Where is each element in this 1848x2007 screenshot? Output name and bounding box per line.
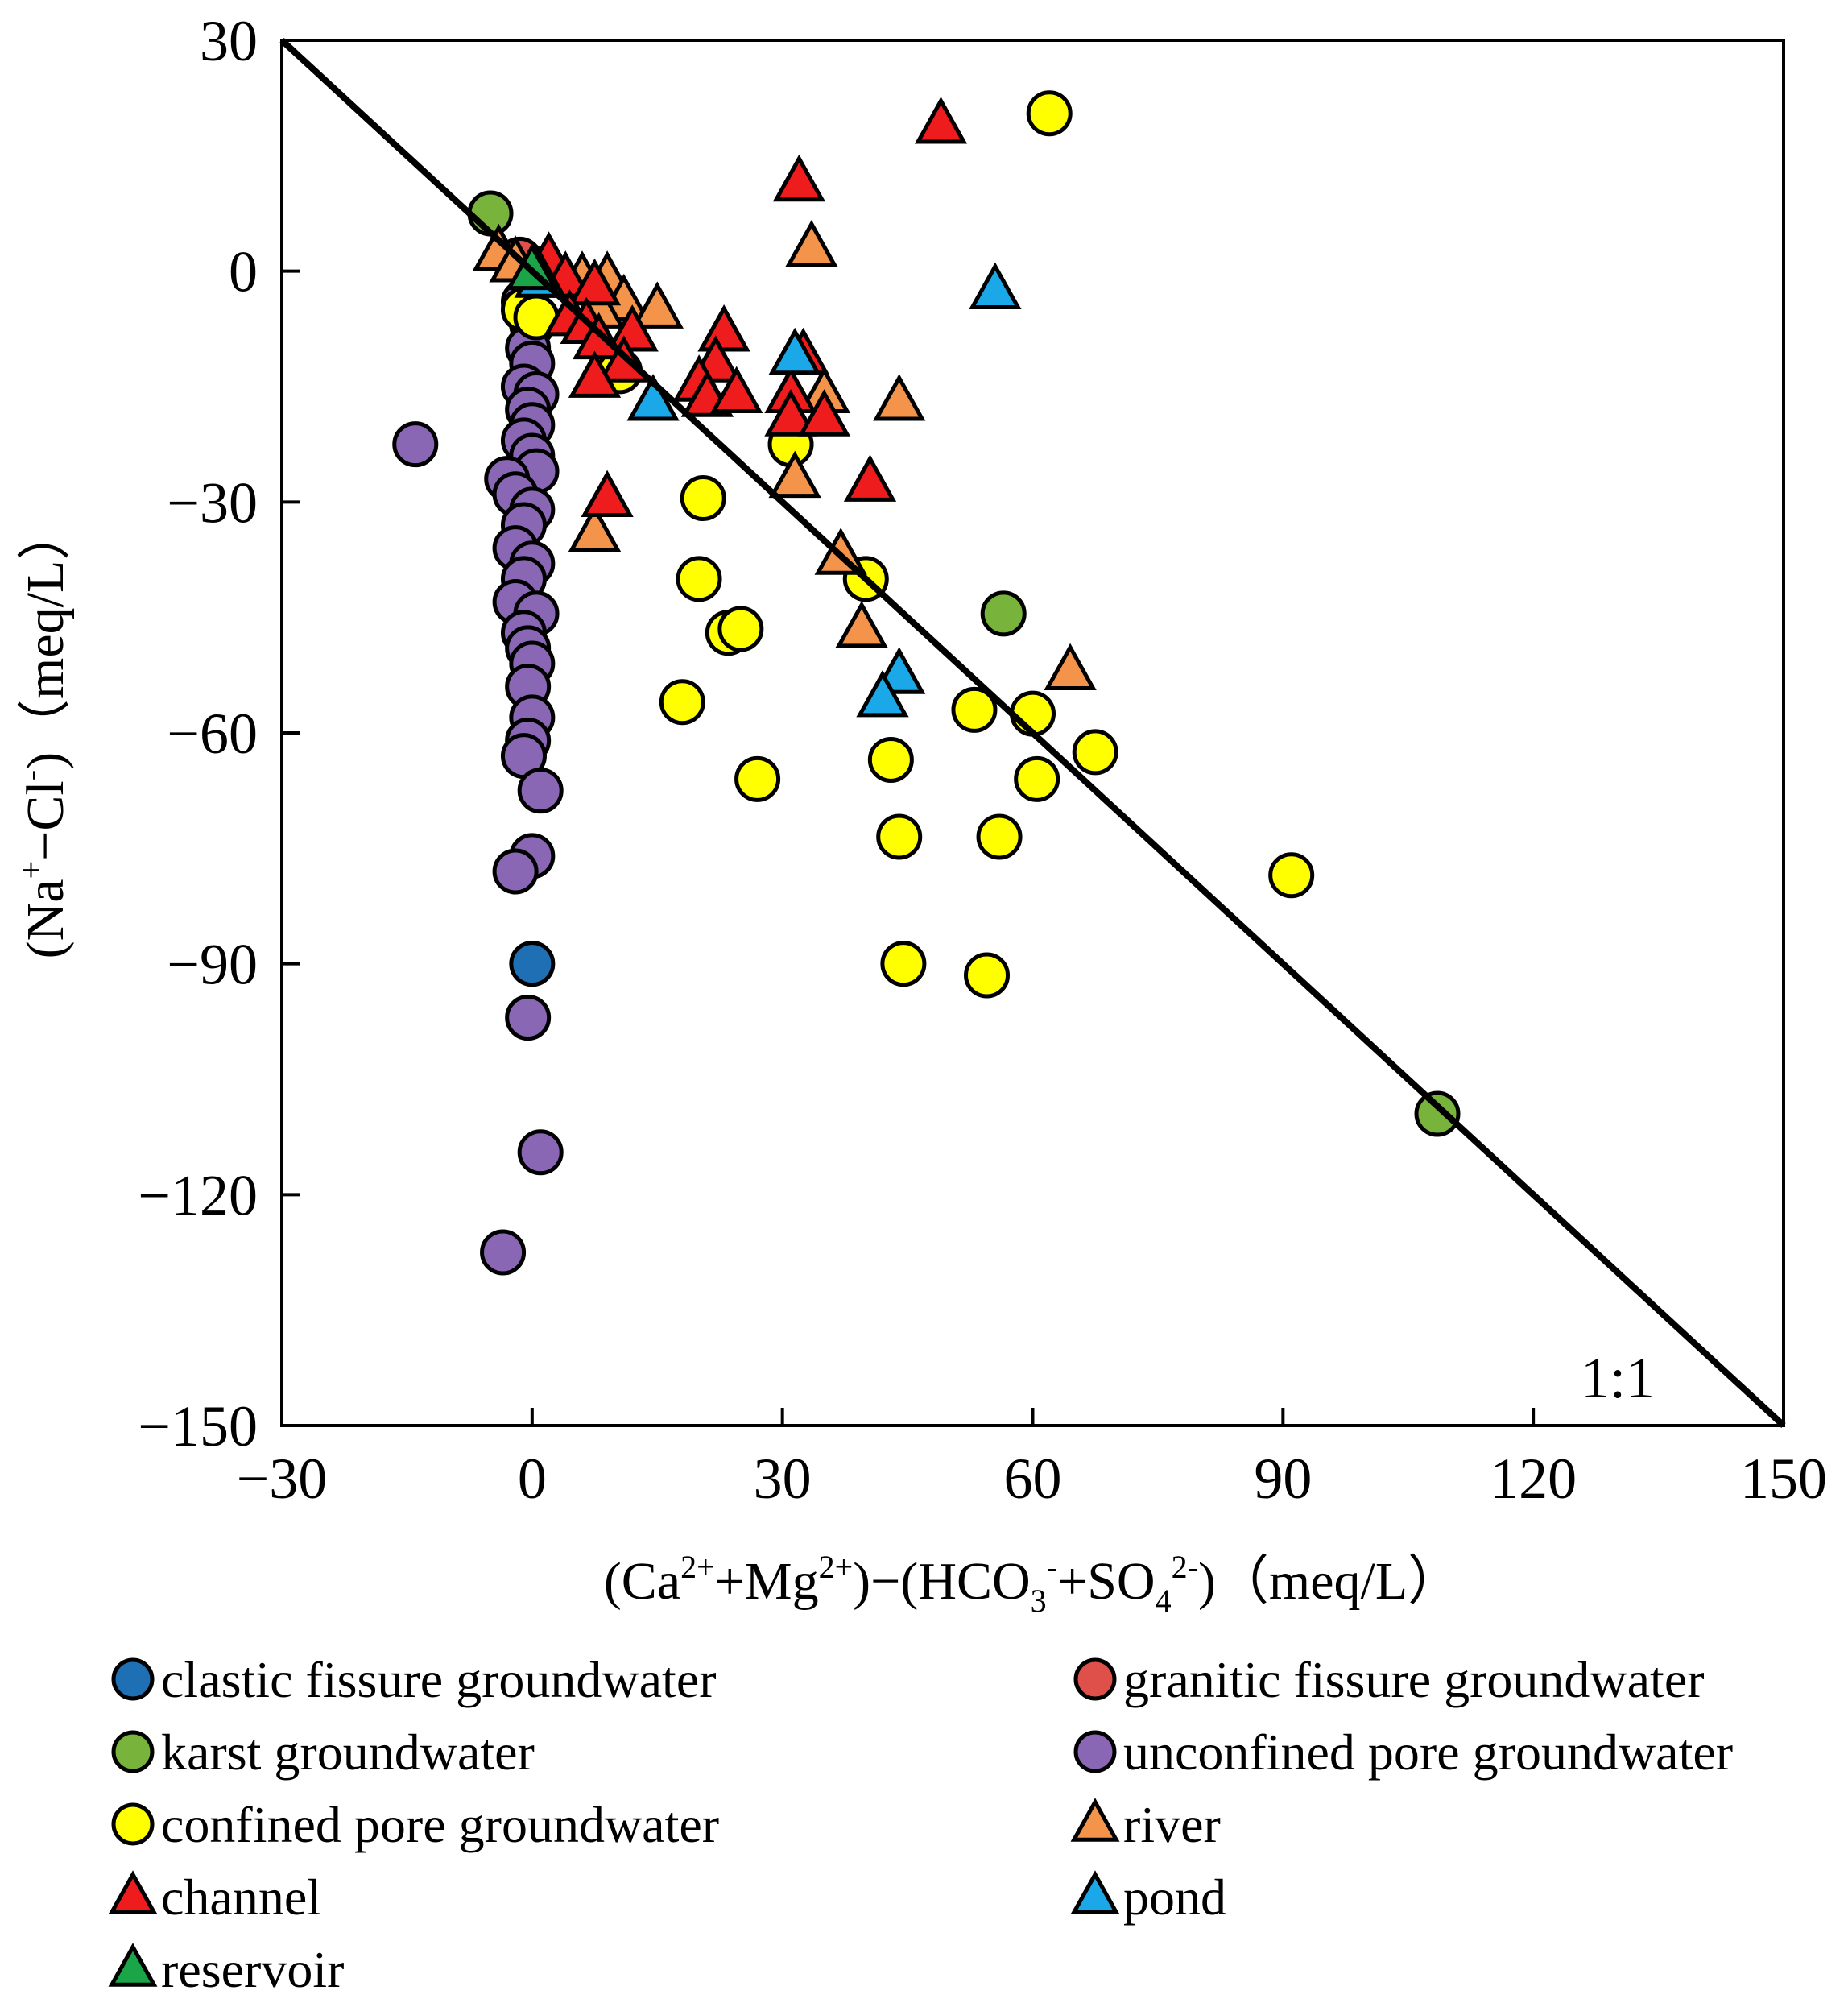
data-point	[568, 258, 622, 306]
series-confined-pore-groundwater	[500, 90, 1315, 999]
legend-marker	[1070, 1870, 1120, 1914]
data-point	[980, 590, 1027, 637]
data-point	[856, 669, 909, 718]
data-point	[626, 374, 680, 421]
legend-label: granitic fissure groundwater	[1123, 1651, 1705, 1708]
y-tick-label: 30	[200, 9, 258, 73]
data-point	[568, 350, 622, 398]
legend-marker	[108, 1870, 158, 1914]
legend-marker	[1070, 1798, 1120, 1842]
data-point	[1026, 90, 1073, 137]
data-point	[505, 995, 552, 1041]
data-point	[517, 1129, 564, 1176]
data-point	[976, 813, 1023, 860]
y-axis-title: (Na+−Cl-)（meq/L）	[13, 507, 75, 959]
data-point	[964, 952, 1011, 999]
data-point	[914, 97, 968, 144]
data-point	[867, 736, 914, 783]
data-point	[768, 327, 821, 375]
x-tick-label: 30	[754, 1446, 812, 1511]
x-tick-label: 90	[1254, 1446, 1312, 1511]
data-point	[785, 219, 838, 267]
data-point	[517, 768, 564, 814]
data-point	[659, 679, 705, 726]
data-point	[509, 941, 556, 987]
x-tick-label: 120	[1490, 1446, 1577, 1511]
legend-marker	[111, 1657, 155, 1701]
data-point	[1268, 852, 1315, 899]
y-tick-label: −150	[138, 1394, 258, 1459]
data-point	[764, 389, 817, 437]
series-pond	[514, 250, 1022, 718]
plot-area-frame	[280, 39, 1785, 1427]
y-tick-label: −120	[138, 1163, 258, 1227]
data-point	[951, 686, 998, 733]
data-point	[710, 366, 763, 413]
x-tick-label: 0	[518, 1446, 547, 1511]
data-point	[717, 606, 764, 652]
one-to-one-line	[279, 38, 1786, 1428]
y-tick-label: −30	[167, 470, 258, 535]
x-axis-title: (Ca2++Mg2+)−(HCO3-+SO42-)（meq/L）	[604, 1549, 1461, 1619]
x-tick-labels: −30 0 30 60 90 120 150	[237, 1446, 1827, 1511]
data-point	[1014, 755, 1060, 802]
legend-marker	[111, 1802, 155, 1846]
legend-label: river	[1123, 1796, 1221, 1853]
y-tick-labels: 30 0 −30 −60 −90 −120 −150	[138, 9, 258, 1459]
legend-label: unconfined pore groundwater	[1123, 1724, 1733, 1781]
legend-marker	[111, 1730, 155, 1773]
data-point	[606, 304, 659, 352]
data-point	[772, 154, 826, 202]
data-point	[880, 941, 927, 987]
data-point	[392, 421, 439, 468]
legend-marker	[1073, 1657, 1117, 1701]
data-point	[467, 190, 514, 237]
y-tick-label: −60	[167, 701, 258, 766]
legend-label: karst groundwater	[161, 1724, 535, 1781]
data-point	[1010, 690, 1056, 737]
data-point	[697, 304, 750, 352]
data-point	[492, 848, 539, 895]
data-point	[843, 454, 897, 502]
data-point	[1044, 643, 1097, 690]
legend-label: pond	[1123, 1868, 1226, 1926]
data-point	[734, 755, 781, 802]
one-to-one-label: 1:1	[1581, 1346, 1655, 1410]
y-tick-label: −90	[167, 933, 258, 997]
data-point	[969, 262, 1022, 309]
legend-marker	[108, 1943, 158, 1987]
series-unconfined-pore-groundwater	[392, 279, 564, 1276]
legend-label: channel	[161, 1868, 321, 1926]
legend-label: reservoir	[161, 1941, 344, 1998]
data-marks	[392, 90, 1461, 1276]
y-tick-label: 0	[229, 240, 258, 304]
legend-marker	[1073, 1730, 1117, 1773]
x-tick-label: 150	[1740, 1446, 1827, 1511]
data-point	[480, 1229, 527, 1276]
series-channel	[522, 97, 968, 517]
data-point	[797, 389, 851, 437]
x-tick-label: 60	[1004, 1446, 1062, 1511]
data-point	[581, 470, 634, 517]
x-tick-label: −30	[237, 1446, 328, 1511]
legend-label: confined pore groundwater	[161, 1796, 719, 1853]
data-point	[568, 504, 622, 552]
data-point	[768, 450, 821, 499]
data-point	[835, 600, 888, 648]
data-point	[680, 475, 726, 522]
data-point	[630, 281, 684, 329]
data-point	[676, 556, 722, 602]
legend-label: clastic fissure groundwater	[161, 1651, 717, 1708]
data-point	[876, 813, 923, 860]
legend: clastic fissure groundwater granitic fiss…	[108, 1651, 1733, 1998]
data-point	[1072, 729, 1118, 776]
data-point	[1414, 1090, 1461, 1137]
data-point	[873, 374, 926, 421]
